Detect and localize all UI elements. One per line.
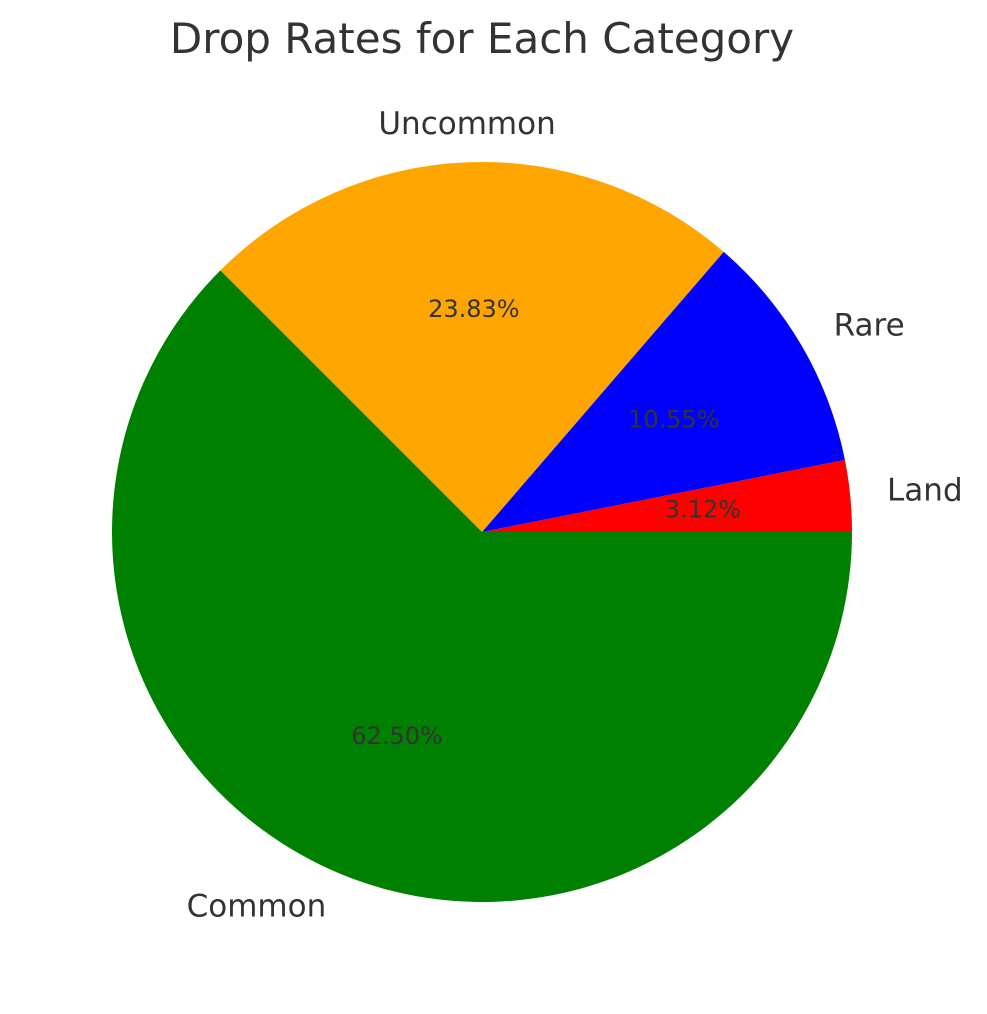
slice-label-rare: Rare xyxy=(834,308,905,344)
pie-slice-rare xyxy=(482,251,845,532)
chart-title: Drop Rates for Each Category xyxy=(169,14,795,63)
pie-slice-uncommon xyxy=(220,161,724,532)
slice-percent-common: 62.50% xyxy=(351,722,443,750)
slice-percent-rare: 10.55% xyxy=(628,405,720,433)
slice-label-common: Common xyxy=(187,889,327,925)
pie-slice-common xyxy=(111,270,852,902)
slice-label-uncommon: Uncommon xyxy=(378,106,555,142)
slice-label-land: Land xyxy=(887,473,963,509)
pie-labels: Land 3.12% Rare 10.55% Uncommon 23.83% Common 6… xyxy=(187,106,963,925)
pie-slices xyxy=(111,161,852,902)
slice-percent-uncommon: 23.83% xyxy=(428,295,520,323)
slice-percent-land: 3.12% xyxy=(665,495,741,523)
pie-slice-land xyxy=(482,459,852,532)
